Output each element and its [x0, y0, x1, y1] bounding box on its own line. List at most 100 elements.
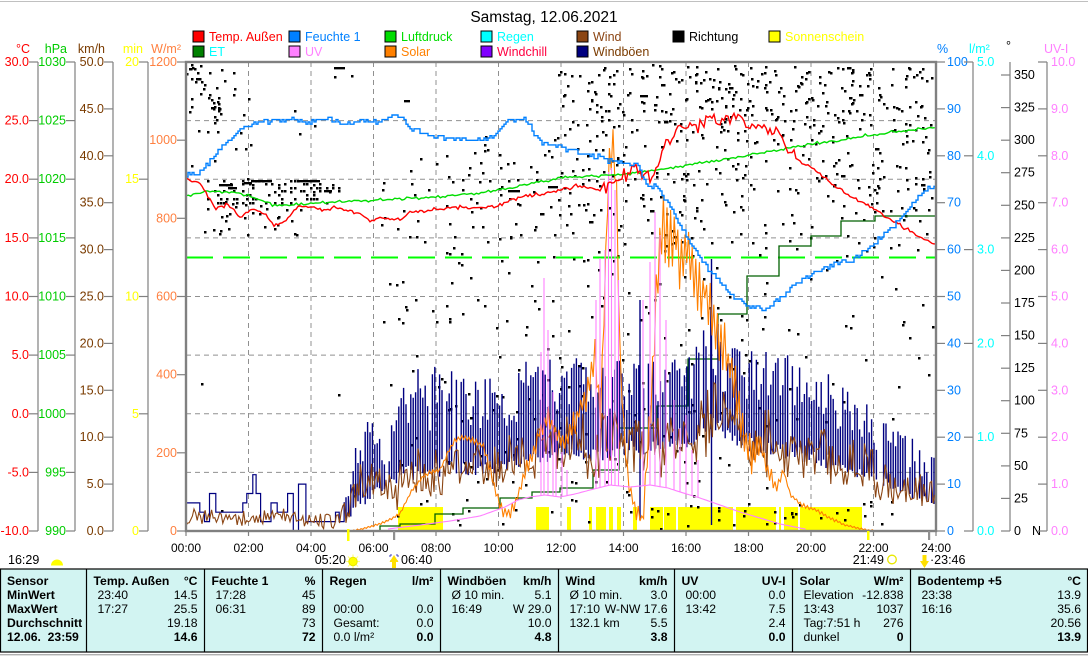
- svg-text:5.1: 5.1: [535, 588, 552, 602]
- svg-text:3.8: 3.8: [651, 630, 668, 644]
- svg-text:Temp. Außen: Temp. Außen: [94, 574, 170, 588]
- svg-text:06:00: 06:00: [358, 541, 388, 555]
- svg-text:Bodentemp +5: Bodentemp +5: [918, 574, 1003, 588]
- svg-text:-12.838: -12.838: [862, 588, 904, 602]
- svg-text:W/m²: W/m²: [874, 574, 904, 588]
- svg-text:17:10: 17:10: [570, 602, 601, 616]
- svg-text:°: °: [1006, 39, 1011, 53]
- svg-text:0: 0: [947, 524, 954, 538]
- svg-text:3.0: 3.0: [1051, 383, 1068, 397]
- svg-text:Temp. Außen: Temp. Außen: [209, 30, 283, 44]
- svg-text:l/m²: l/m²: [412, 574, 434, 588]
- svg-text:6.0: 6.0: [1051, 243, 1068, 257]
- svg-text:175: 175: [1014, 296, 1035, 310]
- svg-text:10: 10: [125, 290, 139, 304]
- svg-text:%: %: [305, 574, 316, 588]
- svg-text:0: 0: [170, 524, 177, 538]
- svg-text:Elevation: Elevation: [804, 588, 854, 602]
- svg-text:150: 150: [1014, 329, 1035, 343]
- svg-text:7.5: 7.5: [769, 602, 786, 616]
- svg-text:4.8: 4.8: [535, 630, 552, 644]
- svg-text:24:00: 24:00: [921, 541, 951, 555]
- svg-text:06:31: 06:31: [216, 602, 247, 616]
- svg-text:-5.0: -5.0: [7, 465, 29, 479]
- svg-text:0.0: 0.0: [977, 524, 994, 538]
- svg-text:50.0: 50.0: [80, 55, 104, 69]
- svg-text:UV-I: UV-I: [762, 574, 786, 588]
- svg-text:225: 225: [1014, 231, 1035, 245]
- svg-text:2.4: 2.4: [769, 616, 786, 630]
- svg-text:275: 275: [1014, 166, 1035, 180]
- svg-text:45.0: 45.0: [80, 102, 104, 116]
- svg-text:15.0: 15.0: [5, 231, 29, 245]
- svg-text:16:16: 16:16: [922, 602, 953, 616]
- svg-text:MaxWert: MaxWert: [7, 602, 58, 616]
- svg-text:10: 10: [947, 477, 961, 491]
- svg-text:125: 125: [1014, 361, 1035, 375]
- svg-text:1.0: 1.0: [1051, 477, 1068, 491]
- svg-text:70: 70: [947, 196, 961, 210]
- svg-text:14:00: 14:00: [608, 541, 638, 555]
- svg-text:10.0: 10.0: [80, 430, 104, 444]
- svg-text:50: 50: [1014, 459, 1028, 473]
- svg-text:5.0: 5.0: [977, 55, 994, 69]
- svg-text:18:00: 18:00: [733, 541, 763, 555]
- svg-text:0.0: 0.0: [769, 630, 786, 644]
- svg-text:ET: ET: [209, 45, 225, 59]
- svg-text:0.0: 0.0: [769, 588, 786, 602]
- svg-text:00:00: 00:00: [686, 588, 717, 602]
- svg-text:5.5: 5.5: [651, 616, 668, 630]
- svg-text:990: 990: [45, 524, 66, 538]
- svg-text:04:00: 04:00: [296, 541, 326, 555]
- svg-text:9.0: 9.0: [1051, 102, 1068, 116]
- svg-text:1000: 1000: [38, 407, 66, 421]
- svg-text:10.0: 10.0: [5, 290, 29, 304]
- svg-text:1037: 1037: [876, 602, 903, 616]
- svg-text:13:43: 13:43: [804, 602, 835, 616]
- svg-text:100: 100: [1014, 394, 1035, 408]
- svg-text:21:49: 21:49: [853, 553, 884, 567]
- svg-text:14.6: 14.6: [174, 630, 198, 644]
- svg-text:276: 276: [883, 616, 904, 630]
- svg-text:90: 90: [947, 102, 961, 116]
- svg-text:30.0: 30.0: [5, 55, 29, 69]
- svg-text:°C: °C: [184, 574, 198, 588]
- svg-text:7.0: 7.0: [1051, 196, 1068, 210]
- svg-text:75: 75: [1014, 426, 1028, 440]
- svg-text:60: 60: [947, 243, 961, 257]
- svg-text:25.5: 25.5: [174, 602, 198, 616]
- svg-text:2.0: 2.0: [1051, 430, 1068, 444]
- svg-text:W-NW 17.6: W-NW 17.6: [605, 602, 668, 616]
- svg-text:15: 15: [125, 172, 139, 186]
- svg-text:16:00: 16:00: [671, 541, 701, 555]
- svg-text:20.0: 20.0: [80, 336, 104, 350]
- svg-text:200: 200: [156, 446, 177, 460]
- svg-text:0: 0: [897, 630, 904, 644]
- svg-text:0.0: 0.0: [417, 616, 434, 630]
- svg-text:17:27: 17:27: [98, 602, 129, 616]
- svg-text:4.0: 4.0: [1051, 336, 1068, 350]
- svg-text:25.0: 25.0: [5, 114, 29, 128]
- svg-text:5.0: 5.0: [12, 348, 29, 362]
- svg-text:0.0: 0.0: [87, 524, 104, 538]
- svg-text:14.5: 14.5: [174, 588, 198, 602]
- svg-text:05:20: 05:20: [315, 553, 346, 567]
- svg-text:25.0: 25.0: [80, 290, 104, 304]
- svg-text:02:00: 02:00: [233, 541, 263, 555]
- svg-text:45: 45: [302, 588, 316, 602]
- svg-text:Gesamt:: Gesamt:: [334, 616, 380, 630]
- svg-text:400: 400: [156, 368, 177, 382]
- svg-text:23:40: 23:40: [98, 588, 129, 602]
- svg-text:350: 350: [1014, 68, 1035, 82]
- svg-text:200: 200: [1014, 263, 1035, 277]
- svg-text:Wind: Wind: [566, 574, 596, 588]
- svg-text:35.6: 35.6: [1057, 602, 1081, 616]
- svg-text:73: 73: [302, 616, 316, 630]
- svg-text:8.0: 8.0: [1051, 149, 1068, 163]
- svg-text:0.0 l/m²: 0.0 l/m²: [334, 630, 375, 644]
- svg-text:Tag:7:51 h: Tag:7:51 h: [804, 616, 861, 630]
- svg-text:0.0: 0.0: [417, 630, 434, 644]
- svg-text:dunkel: dunkel: [804, 630, 840, 644]
- svg-text:5: 5: [132, 407, 139, 421]
- svg-text:-10.0: -10.0: [1, 524, 30, 538]
